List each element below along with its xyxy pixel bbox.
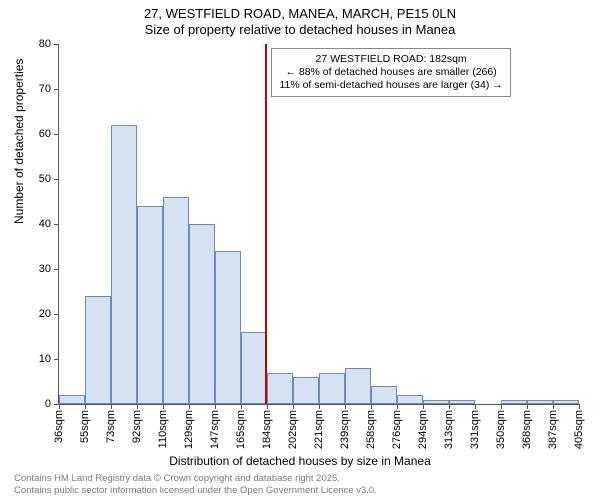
x-tick-label: 147sqm [209,410,221,449]
x-tick [501,404,502,409]
x-tick [111,404,112,409]
x-tick-label: 202sqm [287,410,299,449]
y-tick [54,179,59,180]
histogram-bar [215,251,241,404]
y-tick [54,134,59,135]
x-tick-label: 184sqm [261,410,273,449]
x-tick [371,404,372,409]
x-tick-label: 129sqm [183,410,195,449]
histogram-bar [501,400,527,405]
title-address: 27, WESTFIELD ROAD, MANEA, MARCH, PE15 0… [0,6,600,22]
x-tick-label: 368sqm [521,410,533,449]
x-tick-label: 92sqm [131,410,143,443]
x-tick [475,404,476,409]
x-tick [59,404,60,409]
histogram-bar [241,332,267,404]
x-tick [397,404,398,409]
y-tick-label: 60 [39,128,51,140]
histogram-bar [423,400,449,405]
histogram-bar [553,400,579,405]
y-tick [54,89,59,90]
footer-line-2: Contains public sector information licen… [14,485,377,496]
x-tick [423,404,424,409]
x-tick [449,404,450,409]
histogram-bar [371,386,397,404]
x-tick-label: 276sqm [391,410,403,449]
histogram-bar [59,395,85,404]
property-annotation: 27 WESTFIELD ROAD: 182sqm← 88% of detach… [271,48,510,97]
property-marker-line [265,44,267,404]
y-tick-label: 10 [39,353,51,365]
y-tick [54,224,59,225]
x-tick-label: 350sqm [495,410,507,449]
y-tick-label: 0 [45,398,51,410]
histogram-bar [111,125,137,404]
x-tick-label: 405sqm [573,410,585,449]
x-tick [215,404,216,409]
y-tick [54,44,59,45]
y-tick [54,314,59,315]
histogram-bar [163,197,189,404]
x-tick [319,404,320,409]
x-tick-label: 239sqm [339,410,351,449]
annotation-line-1: 27 WESTFIELD ROAD: 182sqm [279,53,502,66]
x-tick-label: 110sqm [157,410,169,448]
x-tick-label: 165sqm [235,410,247,449]
x-tick-label: 331sqm [469,410,481,449]
x-tick [163,404,164,409]
x-tick [85,404,86,409]
x-tick-label: 221sqm [313,410,325,449]
histogram-bar [397,395,423,404]
y-tick [54,269,59,270]
x-tick [345,404,346,409]
x-tick [553,404,554,409]
y-tick-label: 40 [39,218,51,230]
x-tick [189,404,190,409]
chart-footer: Contains HM Land Registry data © Crown c… [14,473,377,496]
histogram-bar [267,373,293,405]
title-subtitle: Size of property relative to detached ho… [0,22,600,38]
x-tick [293,404,294,409]
x-tick [137,404,138,409]
y-tick-label: 50 [39,173,51,185]
x-tick [527,404,528,409]
property-size-chart: 27, WESTFIELD ROAD, MANEA, MARCH, PE15 0… [0,0,600,500]
x-tick-label: 313sqm [443,410,455,449]
x-tick [241,404,242,409]
x-tick-label: 294sqm [417,410,429,449]
histogram-bar [137,206,163,404]
x-axis-label: Distribution of detached houses by size … [0,454,600,468]
chart-title: 27, WESTFIELD ROAD, MANEA, MARCH, PE15 0… [0,0,600,37]
x-tick-label: 387sqm [547,410,559,449]
y-tick-label: 80 [39,38,51,50]
y-tick-label: 30 [39,263,51,275]
histogram-bar [345,368,371,404]
x-tick [579,404,580,409]
y-axis-label: Number of detached properties [12,59,26,224]
histogram-bar [85,296,111,404]
x-tick-label: 73sqm [105,410,117,443]
plot-area: 27 WESTFIELD ROAD: 182sqm← 88% of detach… [58,44,579,405]
histogram-bar [189,224,215,404]
histogram-bar [449,400,475,405]
annotation-line-3: 11% of semi-detached houses are larger (… [279,79,502,92]
footer-line-1: Contains HM Land Registry data © Crown c… [14,473,377,484]
histogram-bar [319,373,345,405]
annotation-line-2: ← 88% of detached houses are smaller (26… [279,66,502,79]
y-tick-label: 70 [39,83,51,95]
histogram-bar [527,400,553,405]
y-tick-label: 20 [39,308,51,320]
x-tick-label: 55sqm [79,410,91,443]
x-tick-label: 258sqm [365,410,377,449]
x-tick [267,404,268,409]
y-tick [54,359,59,360]
x-tick-label: 36sqm [53,410,65,443]
histogram-bar [293,377,319,404]
